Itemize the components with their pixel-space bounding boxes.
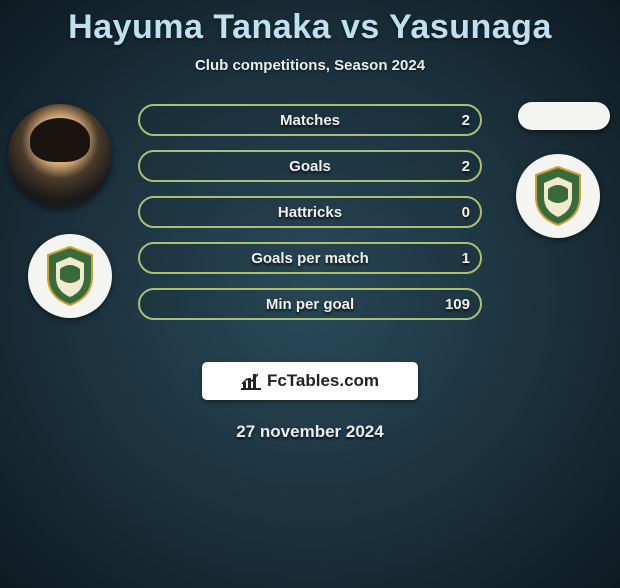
player-left-avatar: [8, 104, 112, 208]
club-right-badge: [516, 154, 600, 238]
stat-row-min-per-goal: Min per goal 109: [138, 288, 482, 320]
stat-label: Goals per match: [251, 250, 369, 267]
stat-label: Matches: [280, 112, 340, 129]
stat-value-left: 0: [462, 204, 470, 221]
chart-icon: [241, 372, 261, 390]
brand-box: FcTables.com: [202, 362, 418, 400]
shield-icon: [530, 165, 586, 227]
brand-text: FcTables.com: [267, 371, 379, 391]
shield-icon: [42, 245, 98, 307]
stat-row-goals: Goals 2: [138, 150, 482, 182]
stat-value-left: 2: [462, 112, 470, 129]
page-title: Hayuma Tanaka vs Yasunaga: [0, 8, 620, 47]
stat-row-hattricks: Hattricks 0: [138, 196, 482, 228]
stat-rows: Matches 2 Goals 2 Hattricks 0 Goals per …: [138, 104, 482, 334]
stat-value-left: 2: [462, 158, 470, 175]
stat-value-left: 109: [445, 296, 470, 313]
stat-row-matches: Matches 2: [138, 104, 482, 136]
stat-label: Hattricks: [278, 204, 342, 221]
stat-label: Min per goal: [266, 296, 354, 313]
stats-zone: Matches 2 Goals 2 Hattricks 0 Goals per …: [0, 114, 620, 344]
stat-value-left: 1: [462, 250, 470, 267]
stat-row-goals-per-match: Goals per match 1: [138, 242, 482, 274]
player-right-avatar: [518, 102, 610, 130]
date-line: 27 november 2024: [0, 422, 620, 442]
club-left-badge: [28, 234, 112, 318]
stat-label: Goals: [289, 158, 331, 175]
subtitle: Club competitions, Season 2024: [0, 57, 620, 74]
